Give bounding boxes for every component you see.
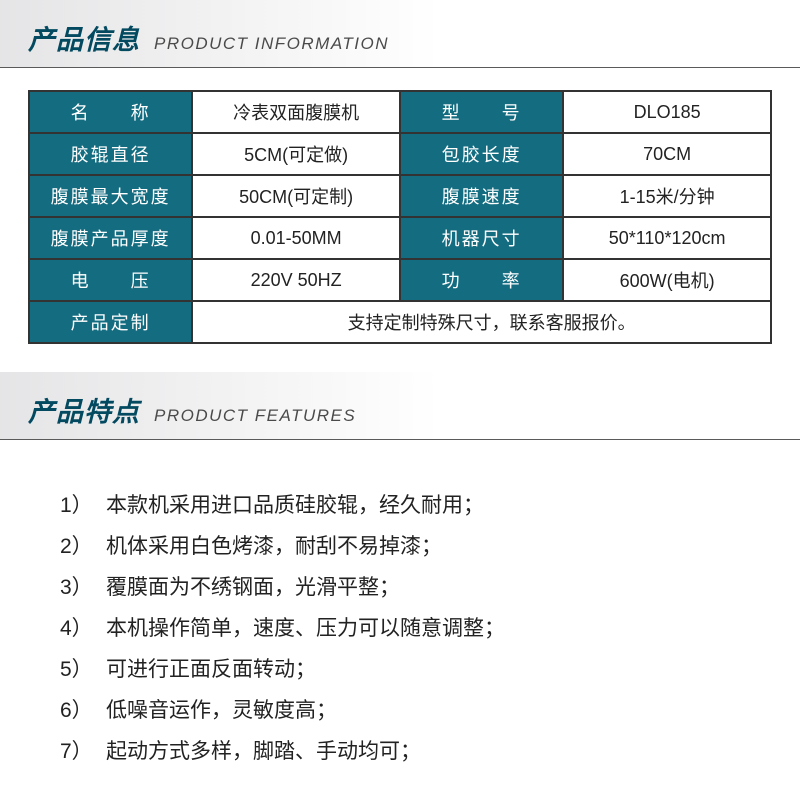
spec-value: 50*110*120cm (563, 217, 771, 259)
table-row: 胶辊直径5CM(可定做)包胶长度70CM (29, 133, 771, 175)
spec-value: 5CM(可定做) (192, 133, 400, 175)
feature-text: 覆膜面为不绣钢面，光滑平整； (106, 568, 400, 609)
spec-label: 腹膜产品厚度 (29, 217, 192, 259)
table-row-note: 产品定制支持定制特殊尺寸，联系客服报价。 (29, 301, 771, 343)
product-features-header: 产品特点 PRODUCT FEATURES (0, 372, 800, 440)
spec-note-label: 产品定制 (29, 301, 192, 343)
product-info-header: 产品信息 PRODUCT INFORMATION (0, 0, 800, 68)
feature-number: 4） (60, 609, 106, 650)
feature-number: 5） (60, 650, 106, 691)
spec-value: 70CM (563, 133, 771, 175)
spec-label: 型 号 (400, 91, 563, 133)
spec-label: 名 称 (29, 91, 192, 133)
list-item: 3）覆膜面为不绣钢面，光滑平整； (60, 568, 752, 609)
features-list: 1）本款机采用进口品质硅胶辊，经久耐用；2）机体采用白色烤漆，耐刮不易掉漆；3）… (0, 458, 800, 773)
spec-label: 功 率 (400, 259, 563, 301)
table-row: 腹膜产品厚度0.01-50MM机器尺寸50*110*120cm (29, 217, 771, 259)
spec-value: 220V 50HZ (192, 259, 400, 301)
feature-text: 机体采用白色烤漆，耐刮不易掉漆； (106, 527, 442, 568)
feature-text: 可进行正面反面转动； (106, 650, 316, 691)
list-item: 7）起动方式多样，脚踏、手动均可； (60, 732, 752, 773)
feature-number: 1） (60, 486, 106, 527)
section2-title-cn: 产品特点 (28, 390, 140, 429)
feature-number: 3） (60, 568, 106, 609)
spec-value: 600W(电机) (563, 259, 771, 301)
feature-number: 6） (60, 691, 106, 732)
table-row: 腹膜最大宽度50CM(可定制)腹膜速度1-15米/分钟 (29, 175, 771, 217)
spec-table: 名 称冷表双面腹膜机型 号DLO185胶辊直径5CM(可定做)包胶长度70CM腹… (28, 90, 772, 344)
spec-label: 腹膜最大宽度 (29, 175, 192, 217)
list-item: 1）本款机采用进口品质硅胶辊，经久耐用； (60, 486, 752, 527)
spec-label: 包胶长度 (400, 133, 563, 175)
spec-note-value: 支持定制特殊尺寸，联系客服报价。 (192, 301, 771, 343)
list-item: 5）可进行正面反面转动； (60, 650, 752, 691)
section1-title-cn: 产品信息 (28, 18, 140, 57)
spec-value: 1-15米/分钟 (563, 175, 771, 217)
spec-value: DLO185 (563, 91, 771, 133)
feature-text: 起动方式多样，脚踏、手动均可； (106, 732, 421, 773)
list-item: 2）机体采用白色烤漆，耐刮不易掉漆； (60, 527, 752, 568)
feature-number: 2） (60, 527, 106, 568)
spec-value: 50CM(可定制) (192, 175, 400, 217)
section2-title-en: PRODUCT FEATURES (154, 406, 356, 426)
spec-label: 机器尺寸 (400, 217, 563, 259)
list-item: 4）本机操作简单，速度、压力可以随意调整； (60, 609, 752, 650)
spec-label: 胶辊直径 (29, 133, 192, 175)
spec-value: 0.01-50MM (192, 217, 400, 259)
list-item: 6）低噪音运作，灵敏度高； (60, 691, 752, 732)
feature-text: 本机操作简单，速度、压力可以随意调整； (106, 609, 505, 650)
section1-title-en: PRODUCT INFORMATION (154, 34, 389, 54)
spec-label: 腹膜速度 (400, 175, 563, 217)
spec-value: 冷表双面腹膜机 (192, 91, 400, 133)
feature-text: 本款机采用进口品质硅胶辊，经久耐用； (106, 486, 484, 527)
table-row: 电 压220V 50HZ功 率600W(电机) (29, 259, 771, 301)
feature-number: 7） (60, 732, 106, 773)
spec-label: 电 压 (29, 259, 192, 301)
spec-table-wrapper: 名 称冷表双面腹膜机型 号DLO185胶辊直径5CM(可定做)包胶长度70CM腹… (0, 72, 800, 372)
feature-text: 低噪音运作，灵敏度高； (106, 691, 337, 732)
table-row: 名 称冷表双面腹膜机型 号DLO185 (29, 91, 771, 133)
